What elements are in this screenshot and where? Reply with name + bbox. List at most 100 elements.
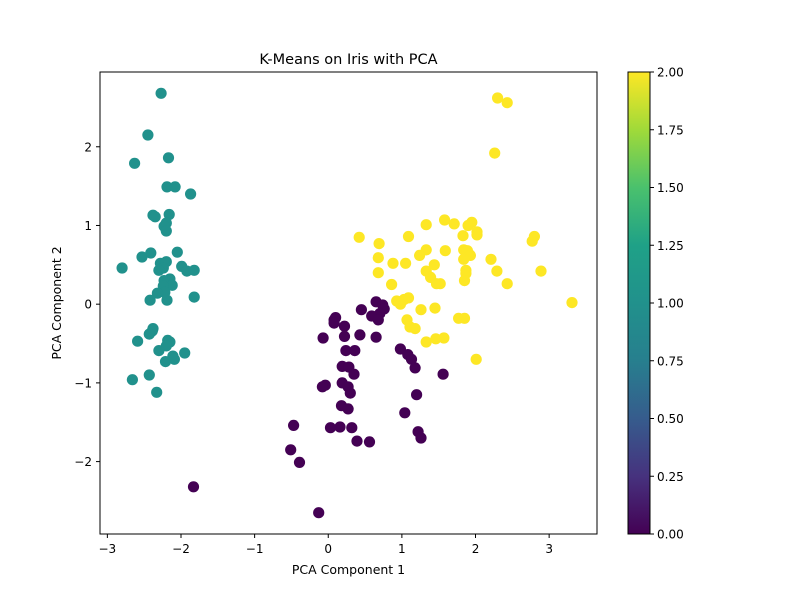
- y-axis-label: PCA Component 2: [49, 246, 64, 359]
- data-point-cluster-0: [187, 481, 200, 493]
- data-point-cluster-1: [153, 264, 165, 276]
- data-point-cluster-0: [288, 419, 300, 431]
- data-point-cluster-1: [160, 225, 172, 237]
- data-point-cluster-1: [151, 386, 163, 398]
- x-tick-label: 1: [398, 542, 406, 556]
- data-point-cluster-2: [394, 298, 406, 310]
- data-point-cluster-1: [188, 291, 200, 303]
- data-point-cluster-2: [434, 278, 446, 290]
- colorbar-tick-label: 0.75: [657, 354, 684, 368]
- data-point-cluster-0: [363, 436, 376, 448]
- data-point-cluster-0: [285, 444, 297, 456]
- x-tick-label: −3: [99, 542, 117, 556]
- data-point-cluster-0: [370, 331, 382, 343]
- data-point-cluster-1: [144, 294, 156, 306]
- colorbar-tick-label: 1.50: [657, 181, 684, 195]
- data-point-cluster-2: [420, 219, 432, 231]
- data-point-cluster-0: [411, 389, 423, 401]
- data-point-cluster-2: [372, 267, 384, 279]
- colorbar-tick-label: 1.25: [657, 239, 684, 253]
- x-tick-label: −2: [172, 542, 190, 556]
- data-point-cluster-1: [153, 345, 165, 357]
- data-point-cluster-0: [351, 435, 363, 447]
- data-point-cluster-0: [338, 320, 351, 332]
- data-point-cluster-2: [439, 214, 451, 226]
- x-tick-label: 2: [472, 542, 480, 556]
- chart-title: K-Means on Iris with PCA: [259, 52, 437, 68]
- data-point-cluster-1: [159, 356, 172, 368]
- data-point-cluster-0: [340, 345, 352, 357]
- colorbar-tick-label: 1.00: [657, 297, 684, 311]
- data-point-cluster-2: [409, 323, 421, 335]
- data-point-cluster-0: [317, 332, 329, 344]
- x-tick-label: 3: [545, 542, 553, 556]
- y-tick-label: 0: [84, 298, 92, 312]
- data-point-cluster-2: [492, 92, 504, 104]
- y-tick-label: 1: [84, 219, 92, 233]
- data-point-cluster-0: [399, 407, 411, 419]
- data-point-cluster-2: [415, 304, 427, 316]
- data-point-cluster-0: [355, 304, 367, 316]
- data-point-cluster-1: [126, 374, 138, 386]
- data-point-cluster-0: [372, 314, 384, 326]
- data-point-cluster-2: [458, 312, 471, 324]
- data-point-cluster-0: [348, 368, 360, 380]
- colorbar-tick-label: 0.00: [657, 528, 684, 542]
- data-point-cluster-1: [179, 347, 191, 359]
- data-point-cluster-2: [387, 257, 399, 269]
- data-point-cluster-1: [163, 208, 175, 221]
- data-point-cluster-2: [439, 245, 451, 257]
- data-point-cluster-2: [428, 259, 440, 271]
- data-point-cluster-1: [171, 246, 183, 258]
- data-point-cluster-1: [143, 369, 155, 381]
- data-point-cluster-1: [188, 264, 200, 276]
- data-point-cluster-0: [342, 403, 354, 415]
- data-point-cluster-1: [161, 181, 173, 193]
- data-point-cluster-0: [409, 362, 421, 374]
- data-point-cluster-2: [471, 229, 483, 241]
- data-point-cluster-2: [489, 147, 501, 159]
- data-point-cluster-2: [462, 219, 474, 232]
- data-point-cluster-1: [149, 211, 161, 223]
- data-point-cluster-1: [185, 188, 197, 200]
- data-point-cluster-0: [313, 507, 325, 519]
- colorbar-tick-label: 0.50: [657, 412, 684, 426]
- x-axis-label: PCA Component 1: [292, 562, 405, 577]
- data-point-cluster-2: [535, 265, 547, 277]
- data-point-cluster-2: [430, 333, 442, 345]
- data-point-cluster-2: [501, 97, 513, 109]
- data-point-cluster-2: [429, 302, 441, 314]
- data-points: [116, 87, 578, 519]
- data-point-cluster-2: [448, 218, 460, 230]
- data-point-cluster-1: [142, 129, 154, 141]
- data-point-cluster-0: [334, 421, 346, 433]
- colorbar-ticks: 0.00 0.25 0.50 0.75 1.00 1.25 1.50 1.75 2.00: [650, 66, 684, 542]
- colorbar-tick-label: 1.75: [657, 123, 684, 137]
- y-axis-ticks: −2 −1 0 1 2: [74, 140, 100, 469]
- data-point-cluster-2: [458, 275, 471, 287]
- data-point-cluster-2: [353, 231, 365, 243]
- x-tick-label: 0: [324, 542, 332, 556]
- data-point-cluster-0: [293, 456, 306, 468]
- data-point-cluster-1: [129, 157, 141, 169]
- data-point-cluster-2: [485, 253, 497, 265]
- data-point-cluster-0: [415, 432, 427, 444]
- x-tick-label: −1: [246, 542, 264, 556]
- colorbar-tick-label: 2.00: [657, 66, 684, 80]
- y-tick-label: −1: [74, 376, 92, 390]
- y-tick-label: −2: [74, 455, 92, 469]
- data-point-cluster-1: [145, 247, 157, 259]
- data-point-cluster-0: [354, 329, 366, 341]
- data-point-cluster-1: [151, 287, 163, 299]
- data-point-cluster-2: [402, 230, 415, 243]
- data-point-cluster-2: [501, 278, 513, 290]
- data-point-cluster-2: [457, 230, 469, 242]
- data-point-cluster-1: [169, 181, 181, 193]
- y-tick-label: 2: [84, 140, 92, 154]
- data-point-cluster-0: [405, 353, 418, 365]
- data-point-cluster-0: [338, 330, 351, 342]
- data-point-cluster-2: [414, 249, 426, 261]
- colorbar-tick-label: 0.25: [657, 470, 684, 484]
- data-point-cluster-1: [162, 152, 175, 164]
